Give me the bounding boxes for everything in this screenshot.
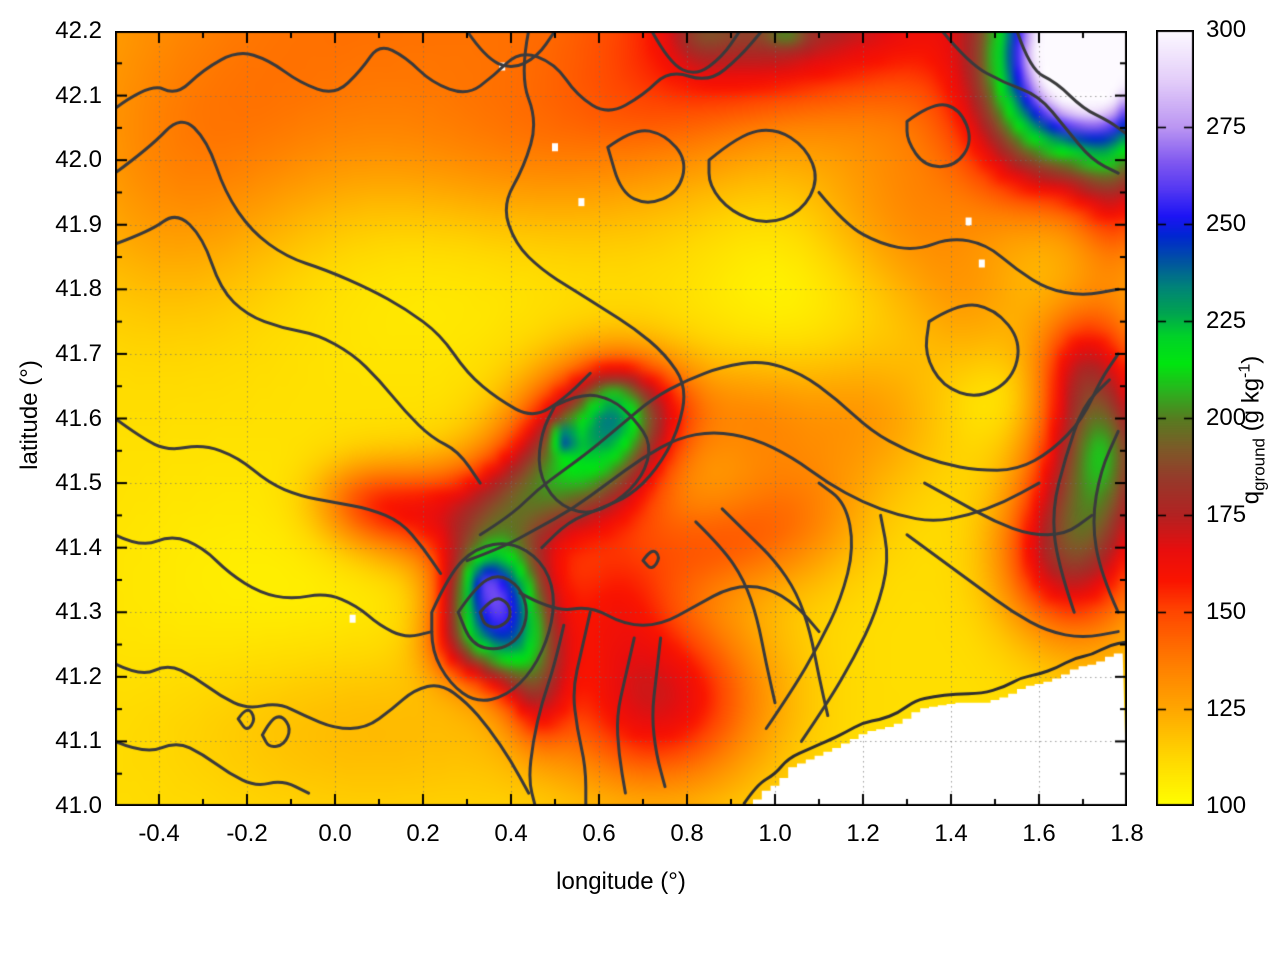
y-tick-label: 41.1 — [55, 727, 102, 755]
y-tick-label: 41.6 — [55, 404, 102, 432]
heatmap-contour-map — [115, 31, 1127, 806]
colorbar-tick-label: 125 — [1206, 695, 1247, 722]
y-tick-label: 41.8 — [55, 275, 102, 303]
x-axis-title: longitude (°) — [556, 868, 686, 895]
y-tick-label: 42.0 — [55, 146, 102, 174]
colorbar-title-close: ) — [1237, 355, 1265, 364]
x-tick-label: 0.0 — [318, 820, 352, 847]
x-tick-label: 1.2 — [846, 820, 880, 847]
y-tick-label: 41.9 — [55, 210, 102, 238]
y-tick-label: 42.2 — [55, 17, 102, 44]
colorbar — [1156, 30, 1194, 806]
colorbar-tick-label: 275 — [1206, 113, 1247, 140]
colorbar-tick-label: 175 — [1206, 501, 1247, 528]
x-tick-label: -0.2 — [226, 820, 268, 847]
colorbar-tick-label: 150 — [1206, 598, 1247, 625]
x-tick-label: 0.8 — [670, 820, 704, 847]
y-tick-label: 41.2 — [55, 662, 102, 690]
colorbar-tick-label: 100 — [1206, 792, 1247, 819]
x-tick-label: 1.6 — [1022, 820, 1056, 847]
colorbar-title-sub: ground — [1249, 437, 1269, 491]
colorbar-tick-label: 250 — [1206, 210, 1247, 237]
y-tick-label: 41.7 — [55, 339, 102, 367]
x-tick-label: 1.8 — [1110, 820, 1144, 847]
y-tick-label: 41.4 — [55, 533, 102, 561]
y-tick-label: 42.1 — [55, 81, 102, 109]
colorbar-title-sup: -1 — [1236, 363, 1254, 378]
colorbar-tick-label: 200 — [1206, 404, 1247, 431]
x-tick-label: 0.6 — [582, 820, 616, 847]
x-tick-label: -0.4 — [138, 820, 180, 847]
colorbar-tick-label: 225 — [1206, 307, 1247, 334]
y-tick-label: 41.0 — [55, 792, 102, 819]
colorbar-tick-label: 300 — [1206, 16, 1247, 43]
x-tick-label: 1.0 — [758, 820, 792, 847]
y-tick-label: 41.5 — [55, 469, 102, 497]
y-tick-label: 41.3 — [55, 598, 102, 626]
x-tick-label: 0.2 — [406, 820, 440, 847]
x-tick-label: 0.4 — [494, 820, 528, 847]
x-tick-label: 1.4 — [934, 820, 968, 847]
